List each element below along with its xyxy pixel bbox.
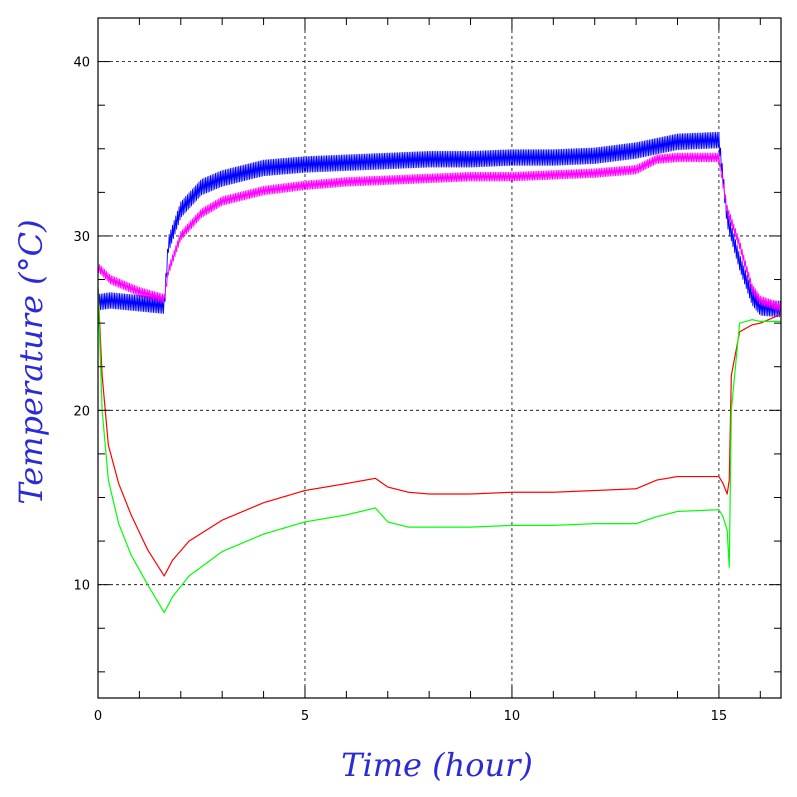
y-tick-label: 20 xyxy=(73,404,90,419)
y-tick-label: 10 xyxy=(73,579,90,594)
tick-labels: 0 5 10 15 10 20 30 40 xyxy=(73,56,727,724)
x-tick-label: 5 xyxy=(301,709,309,724)
x-tick-label: 10 xyxy=(504,709,521,724)
plot-frame xyxy=(97,17,782,699)
data-series xyxy=(97,131,782,614)
x-tick-label: 15 xyxy=(711,709,728,724)
grid-lines xyxy=(98,18,781,698)
series-line-2 xyxy=(97,152,782,312)
x-tick-label: 0 xyxy=(94,709,102,724)
series-line-3 xyxy=(97,288,782,577)
y-tick-label: 40 xyxy=(73,56,90,71)
y-axis-title: Temperature (°C) xyxy=(12,219,50,504)
x-axis-title: Time (hour) xyxy=(341,746,533,784)
axis-ticks xyxy=(97,18,781,698)
y-tick-label: 30 xyxy=(73,230,90,245)
series-line-4 xyxy=(97,288,782,614)
series-line-1 xyxy=(97,131,782,318)
